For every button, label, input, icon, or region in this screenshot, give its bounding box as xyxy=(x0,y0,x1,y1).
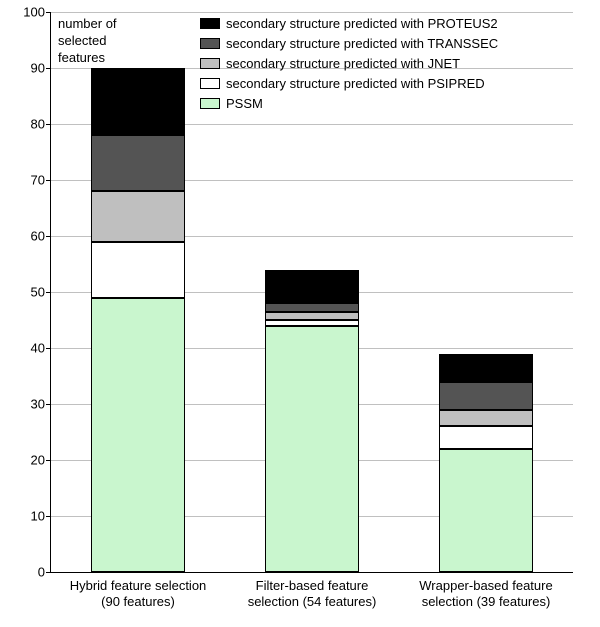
category-label-line1: Hybrid feature selection xyxy=(70,578,207,593)
legend-swatch xyxy=(200,98,220,109)
legend-item: secondary structure predicted with PSIPR… xyxy=(200,74,498,92)
y-axis-title: number ofselectedfeatures xyxy=(58,16,117,67)
category-label-line2: (90 features) xyxy=(101,594,175,609)
category-label-line2: selection (39 features) xyxy=(422,594,551,609)
y-axis-title-line: number of xyxy=(58,16,117,33)
bar-segment xyxy=(439,354,533,382)
legend-label: secondary structure predicted with JNET xyxy=(226,56,460,71)
y-axis-title-line: features xyxy=(58,50,117,67)
category-label-line1: Filter-based feature xyxy=(256,578,369,593)
bar-segment xyxy=(265,320,359,326)
y-tick-label: 100 xyxy=(23,5,51,20)
bar-segment xyxy=(439,382,533,410)
y-tick-label: 80 xyxy=(31,117,51,132)
legend-item: PSSM xyxy=(200,94,498,112)
legend-item: secondary structure predicted with PROTE… xyxy=(200,14,498,32)
y-tick-label: 20 xyxy=(31,453,51,468)
legend-swatch xyxy=(200,38,220,49)
category-label: Filter-based featureselection (54 featur… xyxy=(222,572,402,611)
y-tick-label: 50 xyxy=(31,285,51,300)
bar-segment xyxy=(91,191,185,241)
bar-segment xyxy=(265,326,359,572)
bar-segment xyxy=(265,303,359,311)
category-label: Hybrid feature selection(90 features) xyxy=(48,572,228,611)
legend-swatch xyxy=(200,78,220,89)
category-label-line1: Wrapper-based feature xyxy=(419,578,552,593)
bar-segment xyxy=(91,242,185,298)
legend: secondary structure predicted with PROTE… xyxy=(200,14,498,114)
legend-swatch xyxy=(200,18,220,29)
category-label: Wrapper-based featureselection (39 featu… xyxy=(396,572,576,611)
bar-segment xyxy=(439,449,533,572)
bar-segment xyxy=(265,270,359,304)
bar xyxy=(91,12,185,572)
y-tick-label: 10 xyxy=(31,509,51,524)
bar-segment xyxy=(439,426,533,448)
category-label-line2: selection (54 features) xyxy=(248,594,377,609)
bar-segment xyxy=(91,135,185,191)
legend-item: secondary structure predicted with TRANS… xyxy=(200,34,498,52)
legend-label: secondary structure predicted with TRANS… xyxy=(226,36,498,51)
bar-segment xyxy=(439,410,533,427)
y-axis-title-line: selected xyxy=(58,33,117,50)
y-tick-label: 90 xyxy=(31,61,51,76)
bar-segment xyxy=(265,312,359,320)
bar-segment xyxy=(91,68,185,135)
y-tick-label: 30 xyxy=(31,397,51,412)
y-tick-label: 70 xyxy=(31,173,51,188)
legend-label: PSSM xyxy=(226,96,263,111)
stacked-bar-chart: 0102030405060708090100Hybrid feature sel… xyxy=(0,0,600,627)
legend-label: secondary structure predicted with PSIPR… xyxy=(226,76,485,91)
y-tick-label: 60 xyxy=(31,229,51,244)
legend-label: secondary structure predicted with PROTE… xyxy=(226,16,498,31)
y-tick-label: 40 xyxy=(31,341,51,356)
legend-item: secondary structure predicted with JNET xyxy=(200,54,498,72)
legend-swatch xyxy=(200,58,220,69)
bar-segment xyxy=(91,298,185,572)
